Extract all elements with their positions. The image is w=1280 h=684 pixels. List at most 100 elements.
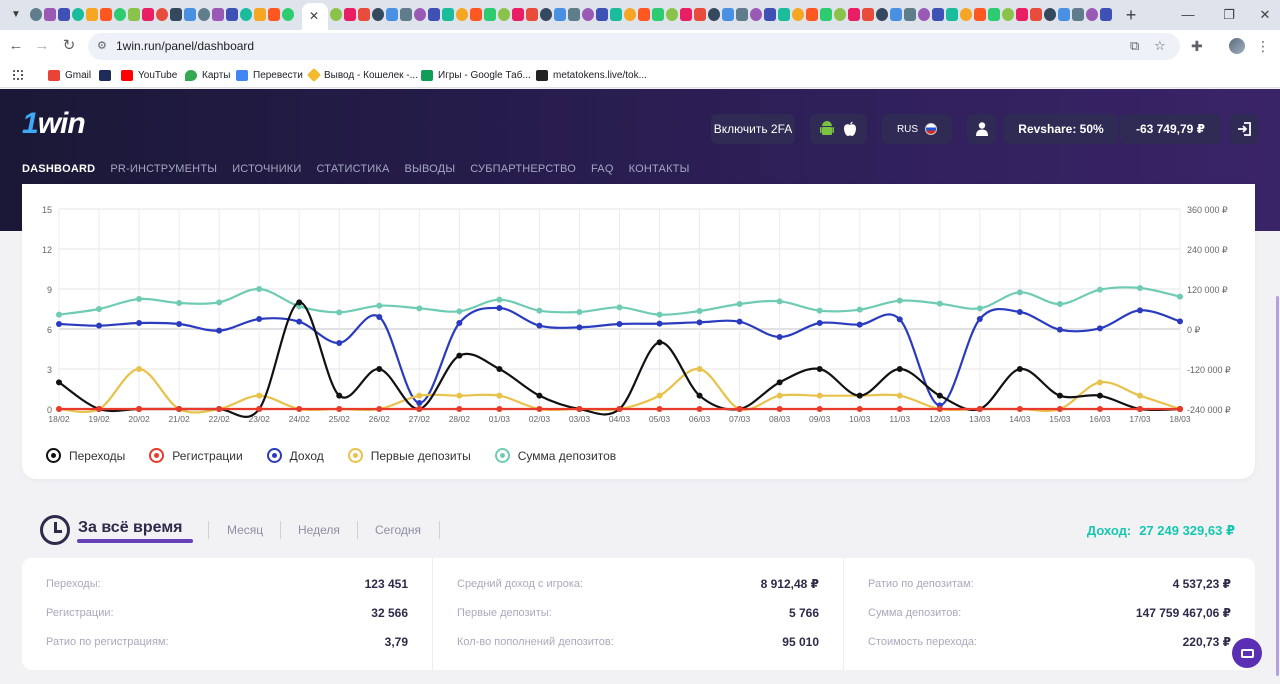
install-app-icon[interactable]: ⧉ (1130, 38, 1140, 53)
tab-favicon[interactable] (932, 8, 944, 21)
tab-favicon[interactable] (806, 8, 818, 21)
bookmark-youtube[interactable]: YouTube (121, 67, 177, 83)
tab-favicon[interactable] (1002, 8, 1014, 21)
tab-favicon[interactable] (470, 8, 482, 21)
tab-favicon[interactable] (386, 8, 398, 21)
tab-favicon[interactable] (694, 8, 706, 21)
legend-item[interactable]: Сумма депозитов (494, 448, 616, 463)
language-selector[interactable]: RUS (882, 114, 952, 144)
bookmark-app[interactable] (99, 67, 111, 83)
tab-search-icon[interactable]: ▼ (11, 9, 21, 20)
bookmark-metatokens[interactable]: metatokens.live/tok... (536, 67, 647, 83)
tab-favicon[interactable] (1086, 8, 1098, 21)
tab-favicon[interactable] (792, 8, 804, 21)
tab-favicon[interactable] (86, 8, 98, 21)
tab-favicon[interactable] (100, 8, 112, 21)
profile-avatar[interactable] (1229, 38, 1245, 54)
tab-favicon[interactable] (184, 8, 196, 21)
tab-favicon[interactable] (1030, 8, 1042, 21)
tab-favicon[interactable] (212, 8, 224, 21)
nav-faq[interactable]: FAQ (590, 163, 614, 175)
tab-favicon[interactable] (526, 8, 538, 21)
bookmark-gmail[interactable]: Gmail (48, 67, 91, 83)
profile-button[interactable] (967, 114, 996, 144)
active-tab[interactable]: ✕ (302, 3, 328, 30)
tab-favicon[interactable] (128, 8, 140, 21)
tab-favicon[interactable] (44, 8, 56, 21)
bookmark-star-icon[interactable]: ☆ (1154, 38, 1166, 53)
tab-favicon[interactable] (58, 8, 70, 21)
tab-favicon[interactable] (960, 8, 972, 21)
tab-favicon[interactable] (554, 8, 566, 21)
bookmark-wallet[interactable]: Вывод - Кошелек -... (306, 67, 418, 83)
tab-favicon[interactable] (428, 8, 440, 21)
tab-favicon[interactable] (30, 8, 42, 21)
tab-favicon[interactable] (862, 8, 874, 21)
tab-favicon[interactable] (764, 8, 776, 21)
enable-2fa-button[interactable]: Включить 2FA (711, 114, 795, 144)
nav-statistics[interactable]: СТАТИСТИКА (316, 163, 390, 175)
tab-favicon[interactable] (1072, 8, 1084, 21)
period-week-tab[interactable]: Неделя (298, 523, 340, 537)
tab-favicon[interactable] (498, 8, 510, 21)
nav-pr-tools[interactable]: PR-ИНСТРУМЕНТЫ (110, 163, 218, 175)
nav-sources[interactable]: ИСТОЧНИКИ (232, 163, 302, 175)
tab-favicon[interactable] (414, 8, 426, 21)
nav-contacts[interactable]: КОНТАКТЫ (628, 163, 690, 175)
tab-favicon[interactable] (722, 8, 734, 21)
pinned-tabs-right[interactable] (330, 8, 1116, 22)
tab-favicon[interactable] (974, 8, 986, 21)
tab-favicon[interactable] (848, 8, 860, 21)
tab-favicon[interactable] (652, 8, 664, 21)
tab-favicon[interactable] (988, 8, 1000, 21)
nav-dashboard[interactable]: DASHBOARD (22, 163, 96, 175)
browser-menu-icon[interactable]: ⋮ (1256, 38, 1270, 54)
apps-grid-icon[interactable] (13, 67, 23, 83)
bookmark-games-sheet[interactable]: Игры - Google Таб... (421, 67, 531, 83)
tab-favicon[interactable] (610, 8, 622, 21)
tab-favicon[interactable] (666, 8, 678, 21)
period-month-tab[interactable]: Месяц (227, 523, 264, 537)
address-bar[interactable]: ⚙ 1win.run/panel/dashboard ⧉ ☆ (88, 33, 1180, 60)
tab-favicon[interactable] (736, 8, 748, 21)
tab-favicon[interactable] (624, 8, 636, 21)
tab-favicon[interactable] (582, 8, 594, 21)
back-icon[interactable]: ← (8, 37, 24, 54)
legend-item[interactable]: Первые депозиты (347, 448, 471, 463)
pinned-tabs-left[interactable] (30, 8, 302, 22)
tab-favicon[interactable] (708, 8, 720, 21)
tab-favicon[interactable] (512, 8, 524, 21)
tab-favicon[interactable] (240, 8, 252, 21)
legend-item[interactable]: Переходы (46, 448, 125, 463)
tab-favicon[interactable] (142, 8, 154, 21)
tab-favicon[interactable] (358, 8, 370, 21)
tab-favicon[interactable] (330, 8, 342, 21)
tab-favicon[interactable] (456, 8, 468, 21)
new-tab-button[interactable]: + (1125, 5, 1137, 25)
period-all-time-tab[interactable]: За всё время (78, 519, 183, 536)
message-button[interactable] (1232, 638, 1262, 668)
apps-button[interactable] (810, 114, 867, 144)
period-today-tab[interactable]: Сегодня (375, 523, 421, 537)
restore-icon[interactable]: ❐ (1223, 7, 1235, 22)
tab-favicon[interactable] (254, 8, 266, 21)
nav-withdrawals[interactable]: ВЫВОДЫ (404, 163, 456, 175)
tab-favicon[interactable] (638, 8, 650, 21)
reload-icon[interactable]: ↻ (62, 37, 76, 54)
tab-favicon[interactable] (946, 8, 958, 21)
tab-favicon[interactable] (114, 8, 126, 21)
tab-favicon[interactable] (282, 8, 294, 21)
tab-favicon[interactable] (1016, 8, 1028, 21)
legend-item[interactable]: Доход (266, 448, 324, 463)
tab-favicon[interactable] (778, 8, 790, 21)
tab-favicon[interactable] (568, 8, 580, 21)
logo[interactable]: 1win (22, 107, 86, 140)
close-window-icon[interactable]: ✕ (1259, 7, 1271, 22)
extensions-icon[interactable]: ✚ (1191, 38, 1203, 54)
tab-favicon[interactable] (442, 8, 454, 21)
url-text[interactable]: 1win.run/panel/dashboard (116, 39, 255, 53)
tab-favicon[interactable] (1100, 8, 1112, 21)
bookmark-translate[interactable]: Перевести (236, 67, 303, 83)
tab-favicon[interactable] (834, 8, 846, 21)
tab-favicon[interactable] (72, 8, 84, 21)
